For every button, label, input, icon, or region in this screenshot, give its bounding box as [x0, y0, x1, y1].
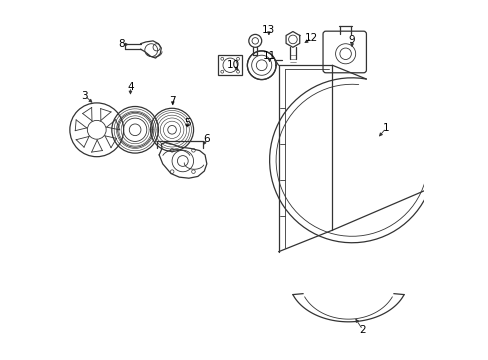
Text: 6: 6: [203, 134, 210, 144]
Text: 11: 11: [263, 51, 276, 61]
Text: 10: 10: [226, 60, 239, 70]
Text: 8: 8: [118, 40, 125, 49]
Text: 5: 5: [183, 118, 190, 128]
Text: 1: 1: [382, 123, 388, 133]
Text: 2: 2: [359, 325, 366, 335]
Bar: [218, 55, 242, 75]
Text: 7: 7: [169, 96, 176, 106]
Text: 3: 3: [81, 91, 88, 101]
Text: 9: 9: [348, 35, 355, 45]
Text: 4: 4: [127, 82, 134, 92]
Text: 13: 13: [262, 25, 275, 35]
Text: 12: 12: [305, 33, 318, 43]
